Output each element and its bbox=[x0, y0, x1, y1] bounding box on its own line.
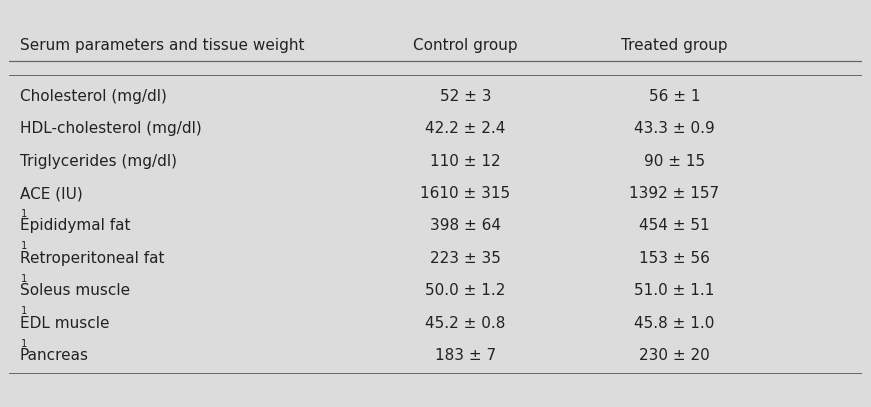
Text: 51.0 ± 1.1: 51.0 ± 1.1 bbox=[634, 283, 715, 298]
Text: ACE (IU): ACE (IU) bbox=[20, 186, 83, 201]
Text: Retroperitoneal fat: Retroperitoneal fat bbox=[20, 251, 165, 266]
Text: 43.3 ± 0.9: 43.3 ± 0.9 bbox=[634, 121, 715, 136]
Text: 1: 1 bbox=[21, 306, 28, 316]
Text: Treated group: Treated group bbox=[621, 38, 728, 53]
Text: EDL muscle: EDL muscle bbox=[20, 316, 109, 331]
Text: 42.2 ± 2.4: 42.2 ± 2.4 bbox=[425, 121, 505, 136]
Text: Serum parameters and tissue weight: Serum parameters and tissue weight bbox=[20, 38, 304, 53]
Text: Cholesterol (mg/dl): Cholesterol (mg/dl) bbox=[20, 89, 166, 104]
Text: 110 ± 12: 110 ± 12 bbox=[430, 153, 501, 168]
Text: HDL-cholesterol (mg/dl): HDL-cholesterol (mg/dl) bbox=[20, 121, 201, 136]
Text: 90 ± 15: 90 ± 15 bbox=[644, 153, 705, 168]
Text: 454 ± 51: 454 ± 51 bbox=[639, 219, 710, 234]
Text: 398 ± 64: 398 ± 64 bbox=[430, 219, 501, 234]
Text: Pancreas: Pancreas bbox=[20, 348, 89, 363]
Text: 1: 1 bbox=[21, 209, 28, 219]
Text: 1392 ± 157: 1392 ± 157 bbox=[630, 186, 719, 201]
Text: Control group: Control group bbox=[413, 38, 517, 53]
Text: 45.8 ± 1.0: 45.8 ± 1.0 bbox=[634, 316, 715, 331]
Text: 223 ± 35: 223 ± 35 bbox=[430, 251, 501, 266]
Text: Triglycerides (mg/dl): Triglycerides (mg/dl) bbox=[20, 153, 177, 168]
Text: Epididymal fat: Epididymal fat bbox=[20, 219, 131, 234]
Text: 183 ± 7: 183 ± 7 bbox=[435, 348, 496, 363]
Text: 230 ± 20: 230 ± 20 bbox=[639, 348, 710, 363]
Text: 56 ± 1: 56 ± 1 bbox=[649, 89, 700, 104]
Text: 153 ± 56: 153 ± 56 bbox=[639, 251, 710, 266]
Text: 1: 1 bbox=[21, 274, 28, 284]
Text: 52 ± 3: 52 ± 3 bbox=[440, 89, 491, 104]
Text: 1: 1 bbox=[21, 241, 28, 252]
Text: 50.0 ± 1.2: 50.0 ± 1.2 bbox=[425, 283, 505, 298]
Text: 1610 ± 315: 1610 ± 315 bbox=[421, 186, 510, 201]
Text: Soleus muscle: Soleus muscle bbox=[20, 283, 130, 298]
Text: 45.2 ± 0.8: 45.2 ± 0.8 bbox=[425, 316, 505, 331]
Text: 1: 1 bbox=[21, 339, 28, 349]
